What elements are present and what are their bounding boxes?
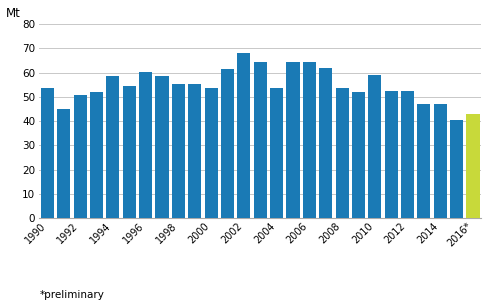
Bar bbox=[319, 68, 332, 218]
Bar bbox=[450, 120, 463, 218]
Bar bbox=[434, 104, 447, 218]
Bar bbox=[401, 91, 414, 218]
Bar bbox=[384, 91, 398, 218]
Bar bbox=[172, 84, 185, 218]
Bar bbox=[139, 72, 152, 218]
Bar bbox=[90, 92, 103, 218]
Bar bbox=[107, 76, 119, 218]
Bar bbox=[417, 104, 431, 218]
Bar bbox=[205, 88, 218, 218]
Bar bbox=[270, 88, 283, 218]
Bar bbox=[57, 109, 70, 218]
Bar bbox=[335, 88, 349, 218]
Bar bbox=[352, 92, 365, 218]
Text: *preliminary: *preliminary bbox=[39, 290, 104, 300]
Bar bbox=[237, 53, 250, 218]
Bar bbox=[41, 88, 54, 218]
Bar bbox=[74, 95, 87, 218]
Bar bbox=[368, 75, 382, 218]
Bar bbox=[188, 84, 201, 218]
Bar bbox=[286, 62, 300, 218]
Bar bbox=[123, 86, 136, 218]
Bar bbox=[466, 114, 480, 218]
Bar bbox=[156, 76, 168, 218]
Bar bbox=[303, 62, 316, 218]
Text: Mt: Mt bbox=[6, 7, 21, 20]
Bar bbox=[254, 62, 267, 218]
Bar bbox=[221, 69, 234, 218]
